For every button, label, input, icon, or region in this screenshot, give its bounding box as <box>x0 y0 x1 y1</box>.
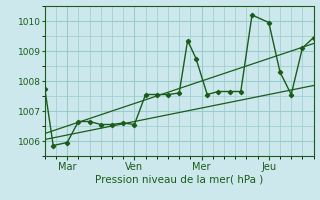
X-axis label: Pression niveau de la mer( hPa ): Pression niveau de la mer( hPa ) <box>95 174 263 184</box>
